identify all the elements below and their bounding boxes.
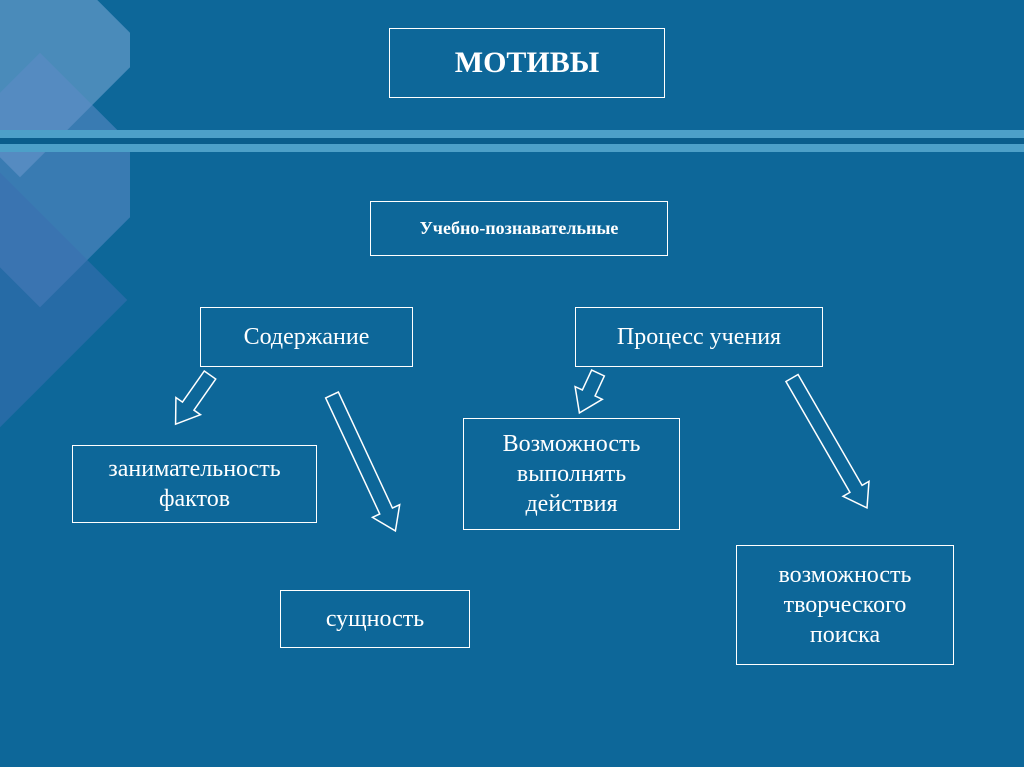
node-essence-box: сущность	[280, 590, 470, 648]
node-label: сущность	[326, 604, 424, 634]
node-label: Содержание	[244, 322, 370, 352]
divider-line	[0, 138, 1024, 144]
node-facts-box: занимательность фактов	[72, 445, 317, 523]
node-content-box: Содержание	[200, 307, 413, 367]
subtitle-box: Учебно-познавательные	[370, 201, 668, 256]
node-ability-box: Возможность выполнять действия	[463, 418, 680, 530]
title-text: МОТИВЫ	[455, 44, 599, 82]
sidebar-decoration	[0, 0, 130, 767]
divider-band	[0, 130, 1024, 152]
subtitle-text: Учебно-познавательные	[420, 217, 619, 240]
node-label: Процесс учения	[617, 322, 781, 352]
title-box: МОТИВЫ	[389, 28, 665, 98]
node-process-box: Процесс учения	[575, 307, 823, 367]
node-label: возможность творческого поиска	[747, 560, 943, 650]
node-creative-box: возможность творческого поиска	[736, 545, 954, 665]
node-label: занимательность фактов	[83, 454, 306, 514]
node-label: Возможность выполнять действия	[474, 429, 669, 519]
